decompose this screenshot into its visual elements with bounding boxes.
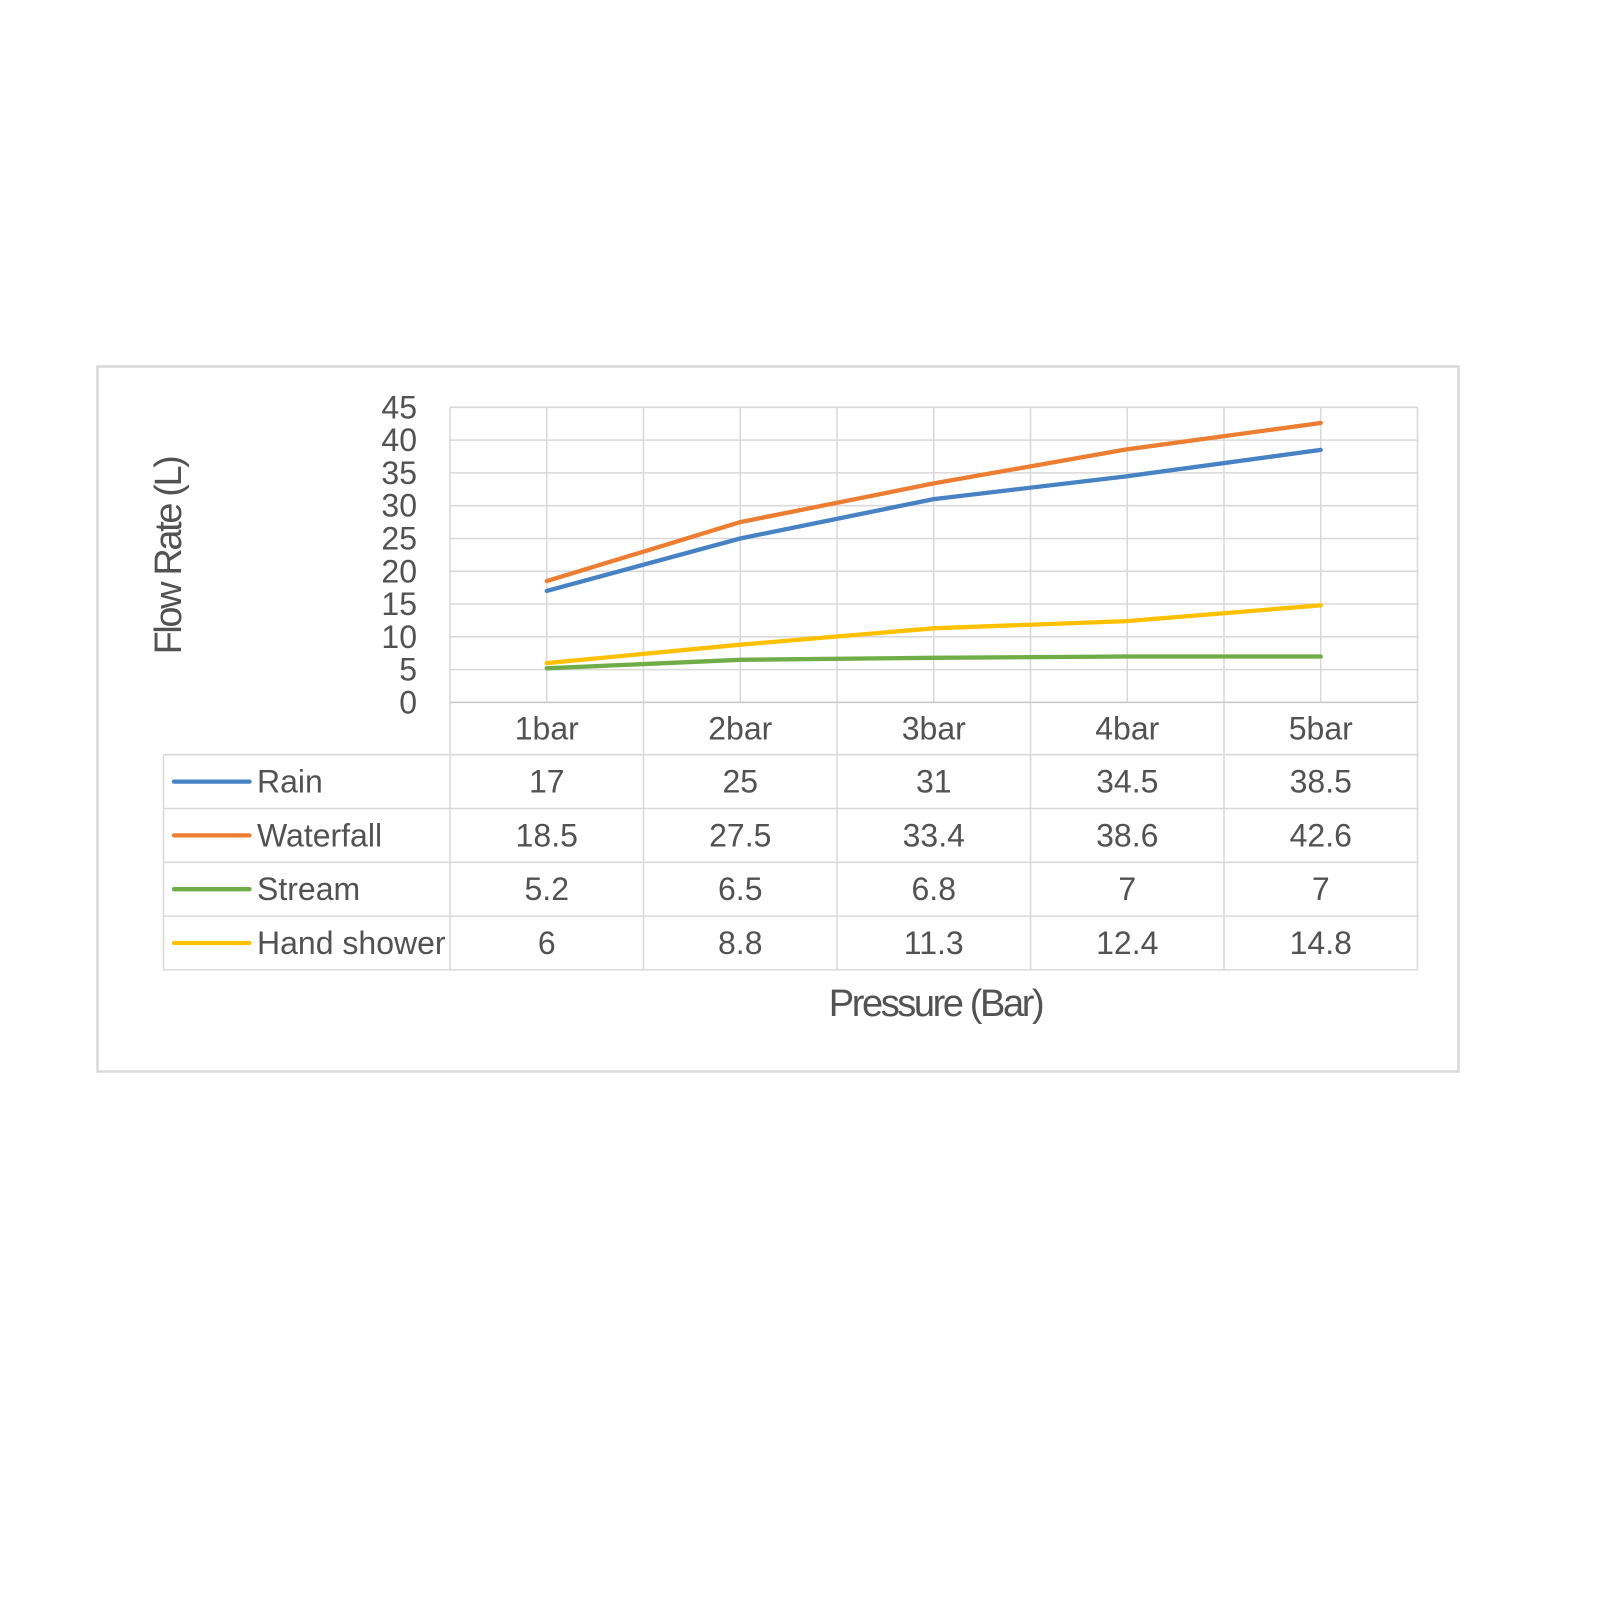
svg-text:Flow Rate (L): Flow Rate (L) — [148, 457, 190, 655]
svg-text:7: 7 — [1312, 871, 1330, 907]
svg-text:14.8: 14.8 — [1290, 925, 1352, 961]
svg-text:45: 45 — [381, 389, 417, 425]
svg-text:Rain: Rain — [257, 764, 323, 800]
svg-text:12.4: 12.4 — [1096, 925, 1158, 961]
svg-text:25: 25 — [381, 521, 417, 557]
svg-text:6.8: 6.8 — [912, 871, 956, 907]
svg-text:31: 31 — [916, 764, 952, 800]
svg-text:5bar: 5bar — [1289, 711, 1353, 747]
svg-text:17: 17 — [529, 764, 565, 800]
svg-text:8.8: 8.8 — [718, 925, 762, 961]
svg-text:0: 0 — [399, 684, 417, 720]
svg-text:5: 5 — [399, 652, 417, 688]
svg-text:6: 6 — [538, 925, 556, 961]
svg-text:38.6: 38.6 — [1096, 817, 1158, 853]
svg-text:5.2: 5.2 — [525, 871, 569, 907]
svg-text:18.5: 18.5 — [516, 817, 578, 853]
svg-text:35: 35 — [381, 455, 417, 491]
svg-text:Hand shower: Hand shower — [257, 925, 446, 961]
svg-text:Pressure (Bar): Pressure (Bar) — [829, 983, 1043, 1025]
svg-text:6.5: 6.5 — [718, 871, 762, 907]
svg-text:2bar: 2bar — [708, 711, 772, 747]
svg-text:Stream: Stream — [257, 871, 360, 907]
svg-text:25: 25 — [722, 764, 758, 800]
svg-text:20: 20 — [381, 553, 417, 589]
svg-text:27.5: 27.5 — [709, 817, 771, 853]
svg-text:10: 10 — [381, 619, 417, 655]
svg-text:33.4: 33.4 — [903, 817, 965, 853]
svg-text:40: 40 — [381, 422, 417, 458]
svg-text:7: 7 — [1118, 871, 1136, 907]
svg-text:3bar: 3bar — [902, 711, 966, 747]
svg-text:15: 15 — [381, 586, 417, 622]
svg-text:34.5: 34.5 — [1096, 764, 1158, 800]
svg-text:38.5: 38.5 — [1290, 764, 1352, 800]
svg-text:1bar: 1bar — [515, 711, 579, 747]
svg-text:30: 30 — [381, 488, 417, 524]
svg-text:Waterfall: Waterfall — [257, 817, 382, 853]
svg-text:11.3: 11.3 — [904, 925, 964, 961]
svg-text:42.6: 42.6 — [1290, 817, 1352, 853]
svg-text:4bar: 4bar — [1095, 711, 1159, 747]
